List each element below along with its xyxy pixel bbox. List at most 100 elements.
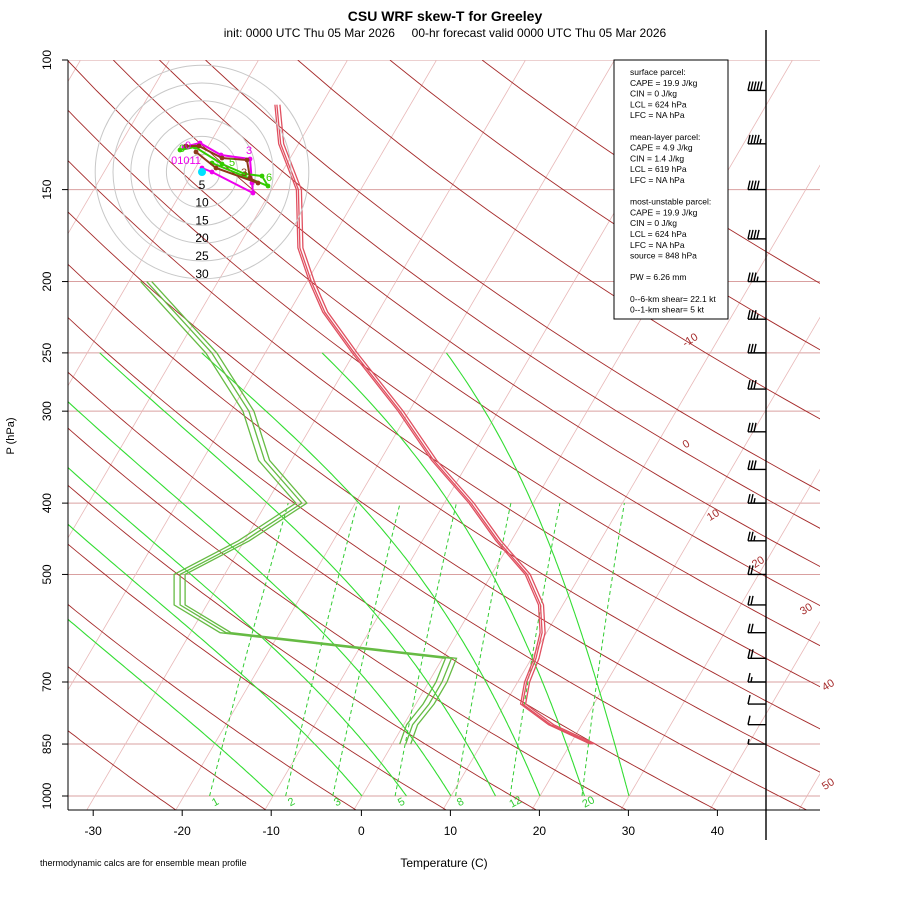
- stats-line: LFC = NA hPa: [630, 175, 685, 185]
- hodograph-ring-label: 20: [195, 231, 209, 245]
- stats-line: most-unstable parcel:: [630, 197, 711, 207]
- wind-barb-halfflag: [747, 738, 750, 745]
- stats-box-frame: [613, 59, 729, 320]
- wind-barb: [747, 343, 766, 354]
- wind-barb-flag: [747, 565, 751, 575]
- mixing-ratio-line: [209, 502, 289, 797]
- isotherm-label: 50: [820, 776, 837, 793]
- isotherm-label: 30: [798, 601, 815, 618]
- stats-line: CIN = 0 J/kg: [630, 89, 677, 99]
- chart-subtitle: init: 0000 UTC Thu 05 Mar 2026 00-hr for…: [224, 26, 667, 40]
- hodograph-ring: [94, 64, 310, 280]
- wind-barb-flag: [753, 134, 757, 145]
- wind-barb-flag: [750, 310, 754, 320]
- hodograph-trace-green-point: [177, 147, 183, 153]
- hodograph-trace-magenta: [183, 141, 255, 195]
- hodograph-trace-brown-point: [255, 180, 261, 186]
- x-tick-label: 20: [533, 824, 547, 838]
- stats-line: source = 848 hPa: [630, 251, 697, 261]
- moist-adiabat: [68, 523, 363, 797]
- hodograph-ring: [112, 82, 292, 262]
- isotherm-line: [86, 60, 527, 810]
- hodograph-height-label: 0: [179, 143, 185, 155]
- stats-line: LCL = 624 hPa: [630, 229, 687, 239]
- temperature-profile-member: [279, 104, 596, 745]
- wind-barb-halfflag: [756, 276, 759, 282]
- wind-barb: [747, 460, 766, 471]
- wind-barb-flag: [753, 180, 757, 190]
- dry-adiabat: [68, 109, 820, 647]
- wind-barb: [747, 310, 766, 320]
- wind-barb-flag: [750, 343, 754, 354]
- isotherm-line: [442, 164, 820, 810]
- wind-barbs: [747, 30, 767, 840]
- hodograph-trace-brown: [186, 145, 259, 184]
- wind-barb: [747, 565, 766, 576]
- hodograph-ring-label: 5: [199, 178, 206, 192]
- dry-adiabat: [68, 543, 448, 810]
- mixing-ratio-line: [509, 503, 561, 797]
- moist-adiabat: [445, 352, 630, 797]
- wind-barb: [747, 134, 766, 145]
- dry-adiabat: [297, 60, 820, 420]
- mixing-ratio-label: 5: [396, 796, 407, 809]
- wind-barb: [747, 715, 766, 726]
- wind-barb: [747, 649, 766, 660]
- dry-adiabat: [68, 263, 820, 773]
- y-tick-label: 400: [40, 493, 54, 513]
- y-axis-label: P (hPa): [5, 417, 17, 454]
- wind-barb-flag: [753, 310, 757, 320]
- wind-barb-flag: [747, 672, 751, 683]
- dry-adiabat: [68, 730, 177, 810]
- wind-barb-flag: [750, 531, 754, 541]
- dry-adiabat: [159, 60, 820, 529]
- moist-adiabat: [201, 352, 541, 797]
- x-tick-label: -20: [174, 824, 192, 838]
- moist-adiabat: [321, 352, 586, 797]
- moist-adiabat: [68, 618, 274, 797]
- stats-line: LCL = 624 hPa: [630, 99, 687, 109]
- hodograph-trace-green-point: [265, 183, 271, 189]
- mixing-ratio-line: [394, 502, 457, 797]
- wind-barb: [747, 623, 766, 634]
- isotherm-label: 10: [705, 507, 722, 524]
- hodograph-height-label: 01011: [171, 155, 201, 167]
- grid-layer: [68, 44, 900, 812]
- dry-adiabat: [68, 159, 820, 688]
- wind-barb-flag: [756, 134, 760, 145]
- dewpoint-profile-member: [151, 281, 458, 745]
- x-tick-label: 0: [358, 824, 365, 838]
- moist-adiabat: [68, 466, 407, 797]
- hodograph-height-label: 3: [241, 167, 247, 179]
- wind-barb-flag: [747, 493, 751, 504]
- wind-barb-flag: [747, 134, 751, 145]
- isotherm-line: [887, 44, 900, 812]
- stats-line: CIN = 1.4 J/kg: [630, 153, 684, 163]
- wind-barb-flag: [750, 229, 754, 240]
- isotherm-label: 20: [750, 554, 767, 571]
- mixing-ratio-label: 1: [210, 796, 221, 809]
- wind-barb-flag: [747, 343, 751, 354]
- hodograph-storm-motion: [198, 168, 206, 176]
- wind-barb-halfflag: [759, 138, 762, 144]
- dry-adiabat: [68, 427, 628, 810]
- stats-line: LCL = 619 hPa: [630, 164, 687, 174]
- wind-barb-flag: [759, 81, 763, 91]
- wind-barb: [747, 272, 766, 283]
- profiles-layer: [140, 104, 596, 745]
- hodograph-ring-label: 15: [195, 213, 209, 227]
- dry-adiabat: [205, 60, 820, 492]
- stats-line: LFC = NA hPa: [630, 110, 685, 120]
- isotherm-line: [353, 60, 794, 810]
- dry-adiabat: [68, 666, 267, 810]
- wind-barb-flag: [747, 460, 751, 470]
- y-tick-label: 250: [40, 343, 54, 363]
- wind-barb-flag: [750, 180, 754, 190]
- hodograph-ring-label: 30: [195, 267, 209, 281]
- stats-line: surface parcel:: [630, 67, 686, 77]
- wind-barb-halfflag: [753, 535, 756, 541]
- mixing-ratio-label: 3: [332, 796, 343, 809]
